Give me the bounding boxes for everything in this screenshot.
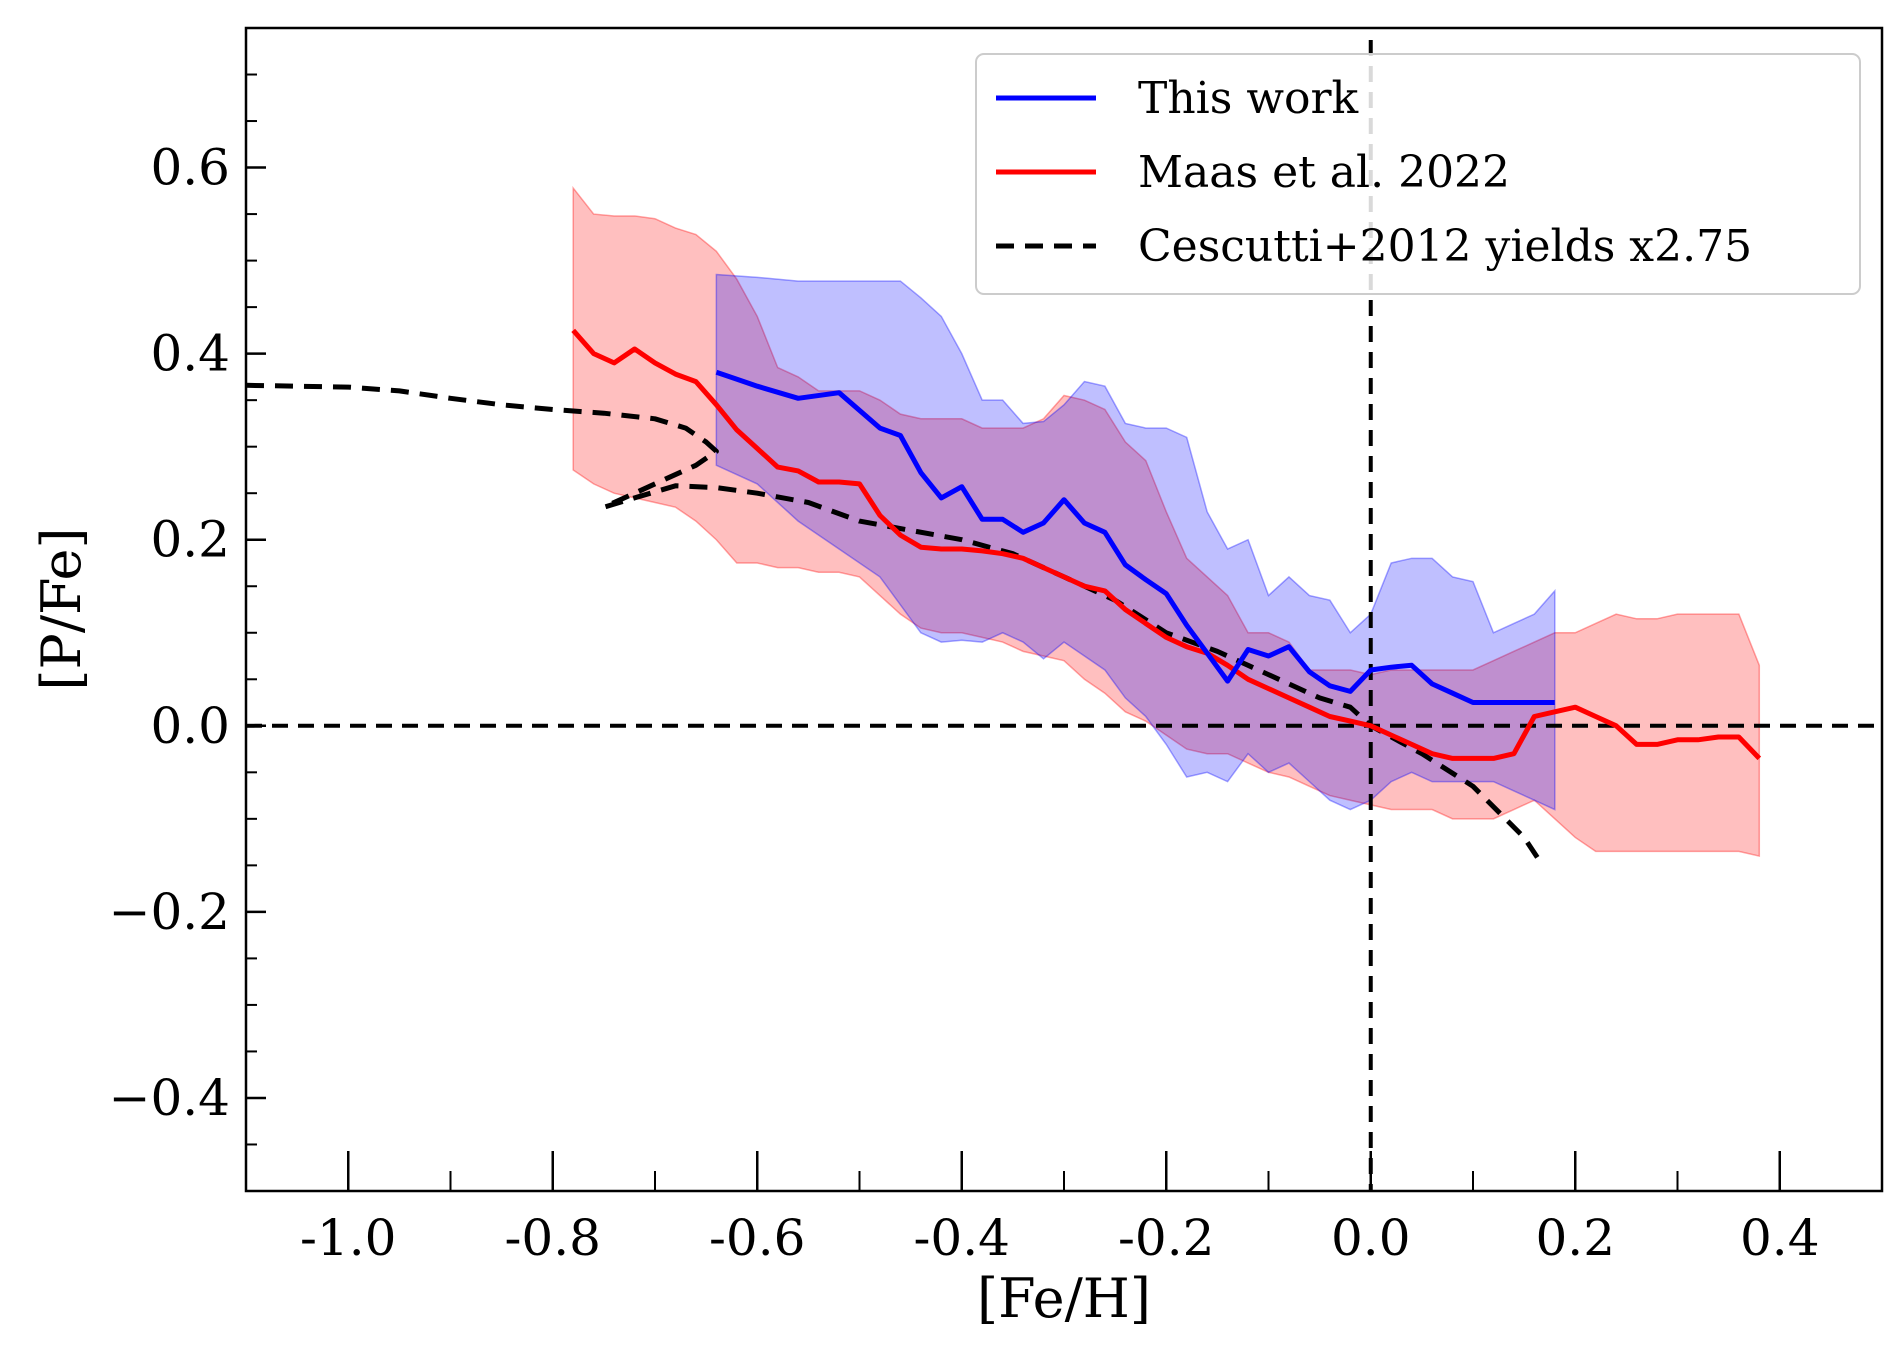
legend-box <box>975 53 1861 295</box>
legend-label-maas: Maas et al. 2022 <box>1138 147 1510 198</box>
y-axis-ticks: −0.4 −0.2 0.0 0.2 0.4 0.6 <box>109 73 266 1146</box>
x-axis-ticks: -1.0 -0.8 -0.6 -0.4 -0.2 0.0 0.2 0.4 <box>300 1151 1820 1267</box>
series-line-this-work <box>715 369 1555 705</box>
legend: This work Maas et al. 2022 Cescutti+2012… <box>975 53 1861 295</box>
x-tick-label: -0.2 <box>1118 1209 1214 1267</box>
x-tick-label: -0.4 <box>914 1209 1010 1267</box>
x-tick-label: 0.0 <box>1331 1209 1411 1267</box>
x-tick-label: -0.6 <box>709 1209 805 1267</box>
y-tick-label: 0.6 <box>150 139 230 197</box>
confidence-bands <box>572 185 1761 857</box>
band-this-work <box>715 273 1556 811</box>
x-tick-label: -1.0 <box>300 1209 396 1267</box>
y-tick-label: −0.4 <box>109 1069 230 1127</box>
y-tick-label: 0.2 <box>150 511 230 569</box>
series-lines <box>246 328 1762 863</box>
legend-label-this-work: This work <box>1138 73 1359 124</box>
series-line-cescutti-2012-yields-x2-75 <box>246 382 1542 863</box>
x-axis-label: [Fe/H] <box>977 1267 1151 1330</box>
band-maas-et-al-2022 <box>572 185 1761 857</box>
y-tick-label: −0.2 <box>109 883 230 941</box>
x-tick-label: -0.8 <box>505 1209 601 1267</box>
y-tick-label: 0.0 <box>150 697 230 755</box>
y-tick-label: 0.4 <box>150 325 230 383</box>
x-tick-label: 0.2 <box>1535 1209 1615 1267</box>
legend-label-cescutti: Cescutti+2012 yields x2.75 <box>1138 221 1752 272</box>
y-axis-label: [P/Fe] <box>30 527 93 690</box>
series-line-maas-et-al-2022 <box>571 328 1762 761</box>
x-tick-label: 0.4 <box>1740 1209 1820 1267</box>
